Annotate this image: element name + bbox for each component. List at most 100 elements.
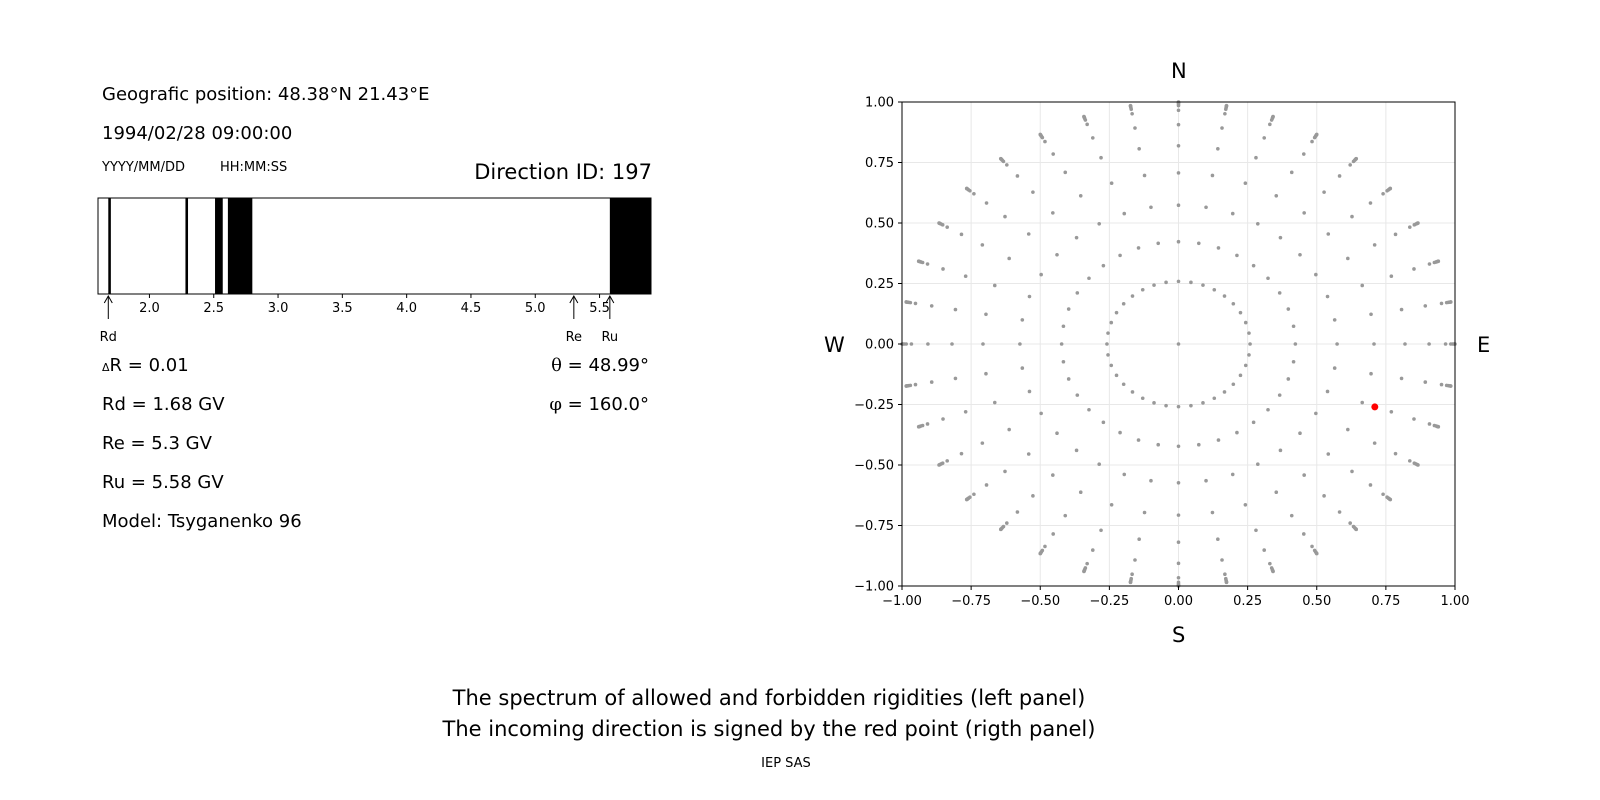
direction-point	[1109, 320, 1114, 325]
caption-line-1: The spectrum of allowed and forbidden ri…	[452, 686, 1086, 710]
direction-point	[1399, 376, 1404, 381]
direction-point	[1337, 174, 1342, 178]
direction-point	[1368, 483, 1373, 487]
direction-point	[1137, 146, 1141, 151]
direction-point	[1078, 194, 1083, 198]
x-tick-label: 0.75	[1371, 594, 1400, 609]
spectrum-markers: Rd Re Ru	[100, 294, 618, 345]
direction-point	[1369, 371, 1373, 376]
direction-point	[1314, 272, 1318, 277]
direction-point	[1360, 400, 1365, 405]
direction-point	[998, 527, 1003, 532]
direction-point	[1248, 342, 1252, 346]
phi-symbol: φ	[549, 394, 562, 415]
direction-point	[1210, 510, 1215, 515]
direction-point	[1262, 548, 1267, 552]
direction-point	[1231, 301, 1236, 306]
direction-map-chart: −1.00−1.00 −0.75 −0.75 −0.50 −0.50 −0.25 −0.25…	[854, 96, 1469, 610]
direction-point	[925, 262, 930, 266]
direction-point	[1196, 241, 1201, 246]
direction-point	[1128, 103, 1133, 108]
direction-point	[1074, 235, 1079, 240]
direction-point	[1099, 155, 1103, 160]
direction-point	[1439, 382, 1444, 387]
direction-point	[1224, 580, 1229, 585]
direction-point	[1099, 528, 1103, 533]
direction-point	[1439, 301, 1444, 306]
marker-label: Ru	[601, 330, 618, 345]
direction-point	[1407, 459, 1412, 463]
direction-point	[1101, 420, 1106, 425]
direction-point	[984, 483, 989, 487]
direction-point	[1416, 463, 1420, 467]
direction-point	[1220, 126, 1224, 130]
direction-point	[1314, 411, 1318, 416]
direction-point	[972, 191, 976, 196]
direction-point	[926, 342, 930, 346]
direction-point	[1277, 393, 1282, 397]
direction-point	[1027, 294, 1032, 299]
direction-point	[1262, 136, 1267, 140]
spectrum-tick-label: 4.0	[396, 301, 417, 316]
compass-east: E	[1477, 333, 1491, 357]
y-tick-label: −0.50	[854, 459, 894, 474]
direction-point	[1122, 472, 1127, 477]
direction-point	[964, 186, 969, 191]
direction-point	[953, 376, 958, 381]
direction-point	[1247, 353, 1251, 357]
direction-point	[1142, 510, 1147, 515]
direction-point	[1326, 232, 1331, 236]
spectrum-tick-label: 3.5	[332, 301, 353, 316]
direction-point	[1243, 503, 1248, 507]
direction-point	[1003, 469, 1007, 474]
direction-point	[1055, 252, 1059, 257]
direction-point	[1137, 537, 1141, 542]
direction-point	[1149, 205, 1153, 210]
direction-point	[1130, 111, 1134, 116]
direction-point	[1346, 427, 1350, 432]
direction-point	[1176, 444, 1181, 449]
direction-point	[1130, 294, 1135, 298]
direction-point	[1122, 211, 1127, 216]
direction-point	[1274, 490, 1279, 494]
direction-point	[1152, 401, 1156, 405]
direction-point	[984, 201, 989, 205]
direction-point	[972, 492, 976, 497]
direction-point	[1007, 427, 1011, 432]
x-tick-label: 0.50	[1302, 594, 1331, 609]
spectrum-tick-label: 5.0	[525, 301, 546, 316]
direction-point	[1075, 393, 1080, 397]
direction-point	[1097, 462, 1102, 467]
direction-point	[1085, 122, 1089, 127]
direction-point	[1393, 451, 1398, 456]
direction-point	[1427, 262, 1432, 266]
direction-point	[1337, 510, 1342, 514]
x-tick-label: −0.75	[951, 594, 991, 609]
direction-point	[1301, 152, 1306, 156]
direction-point	[1140, 287, 1145, 292]
direction-point	[959, 451, 964, 456]
direction-point	[953, 307, 958, 312]
direction-point	[959, 232, 964, 237]
red-point	[1371, 403, 1379, 411]
direction-point	[963, 274, 968, 278]
direction-point	[1106, 331, 1110, 335]
direction-point	[1031, 190, 1035, 194]
direction-point	[1416, 221, 1420, 225]
direction-point	[1026, 232, 1031, 236]
direction-point	[1038, 551, 1043, 556]
direction-point	[1423, 380, 1428, 384]
direction-point	[1216, 537, 1220, 542]
direction-point	[1348, 163, 1352, 167]
direction-point	[1075, 291, 1080, 295]
direction-point	[1156, 241, 1161, 246]
direction-point	[1176, 513, 1181, 517]
direction-point	[992, 283, 997, 288]
direction-point	[1109, 363, 1114, 368]
direction-point	[1251, 420, 1256, 425]
direction-point	[1314, 132, 1319, 137]
rd-value: Rd = 1.68 GV	[102, 394, 225, 415]
direction-point	[1412, 417, 1416, 421]
direction-point	[909, 342, 914, 346]
direction-point	[1106, 353, 1110, 357]
